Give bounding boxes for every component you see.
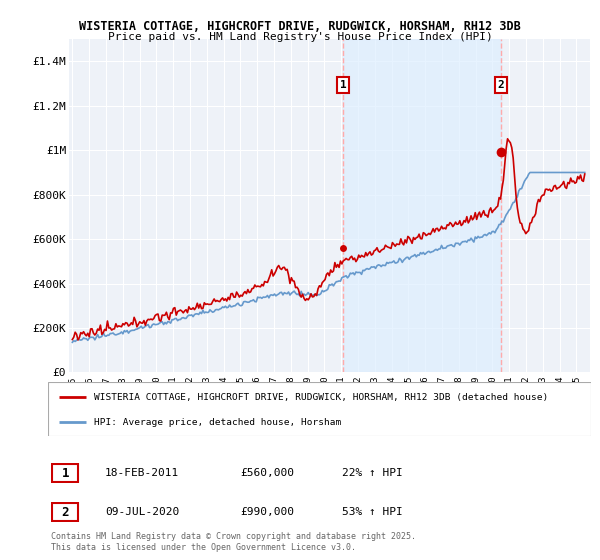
Text: 2: 2: [62, 506, 69, 519]
Text: 09-JUL-2020: 09-JUL-2020: [105, 507, 179, 517]
Text: £560,000: £560,000: [240, 468, 294, 478]
Text: WISTERIA COTTAGE, HIGHCROFT DRIVE, RUDGWICK, HORSHAM, RH12 3DB (detached house): WISTERIA COTTAGE, HIGHCROFT DRIVE, RUDGW…: [94, 393, 548, 402]
Text: 53% ↑ HPI: 53% ↑ HPI: [342, 507, 403, 517]
Text: WISTERIA COTTAGE, HIGHCROFT DRIVE, RUDGWICK, HORSHAM, RH12 3DB: WISTERIA COTTAGE, HIGHCROFT DRIVE, RUDGW…: [79, 20, 521, 33]
Text: 1: 1: [62, 466, 69, 480]
Text: Price paid vs. HM Land Registry's House Price Index (HPI): Price paid vs. HM Land Registry's House …: [107, 32, 493, 43]
Bar: [343, 39, 501, 372]
Text: £990,000: £990,000: [240, 507, 294, 517]
Text: 18-FEB-2011: 18-FEB-2011: [105, 468, 179, 478]
Text: Contains HM Land Registry data © Crown copyright and database right 2025.
This d: Contains HM Land Registry data © Crown c…: [51, 532, 416, 552]
Text: 2: 2: [498, 80, 505, 90]
Text: 1: 1: [340, 80, 347, 90]
Text: 22% ↑ HPI: 22% ↑ HPI: [342, 468, 403, 478]
Text: HPI: Average price, detached house, Horsham: HPI: Average price, detached house, Hors…: [94, 418, 341, 427]
